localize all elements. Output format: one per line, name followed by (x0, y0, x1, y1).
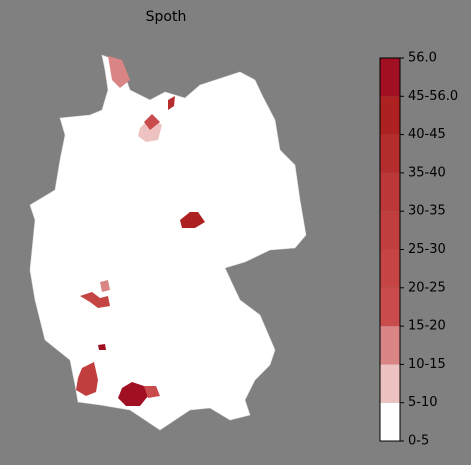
colorbar-segment (380, 326, 400, 365)
region (98, 344, 106, 350)
colorbar-label: 5-10 (408, 395, 438, 410)
colorbar-segment (380, 58, 400, 97)
map-title: Spoth (146, 9, 187, 25)
colorbar-segment (380, 402, 400, 441)
region (168, 96, 175, 110)
region (144, 386, 160, 398)
colorbar-label: 40-45 (408, 127, 446, 142)
colorbar-segment (380, 172, 400, 212)
colorbar-label: 15-20 (408, 319, 446, 334)
colorbar-segment (380, 134, 400, 173)
region (108, 56, 130, 88)
colorbar: 0-5 5-10 10-15 15-20 20-25 25-30 30-35 35-40 40-… (379, 51, 458, 449)
colorbar-label: 35-40 (408, 165, 446, 180)
region (180, 212, 205, 228)
colorbar-segment (380, 287, 400, 327)
colorbar-label: 10-15 (408, 357, 446, 372)
colorbar-label: 45-56.0 (408, 89, 458, 104)
region (76, 362, 98, 396)
colorbar-segment (380, 96, 400, 135)
colorbar-label: 0-5 (408, 434, 429, 449)
colorbar-label: 25-30 (408, 242, 446, 257)
country-shape (29, 54, 307, 431)
colorbar-segment (380, 249, 400, 288)
region (80, 292, 110, 308)
germany-map (29, 54, 307, 431)
region (100, 280, 110, 292)
colorbar-segment (380, 211, 400, 250)
colorbar-label: 56.0 (408, 51, 437, 66)
colorbar-segment (380, 364, 400, 403)
colorbar-label: 20-25 (408, 280, 446, 295)
colorbar-label: 30-35 (408, 204, 446, 219)
region (144, 114, 160, 130)
region (118, 382, 148, 406)
